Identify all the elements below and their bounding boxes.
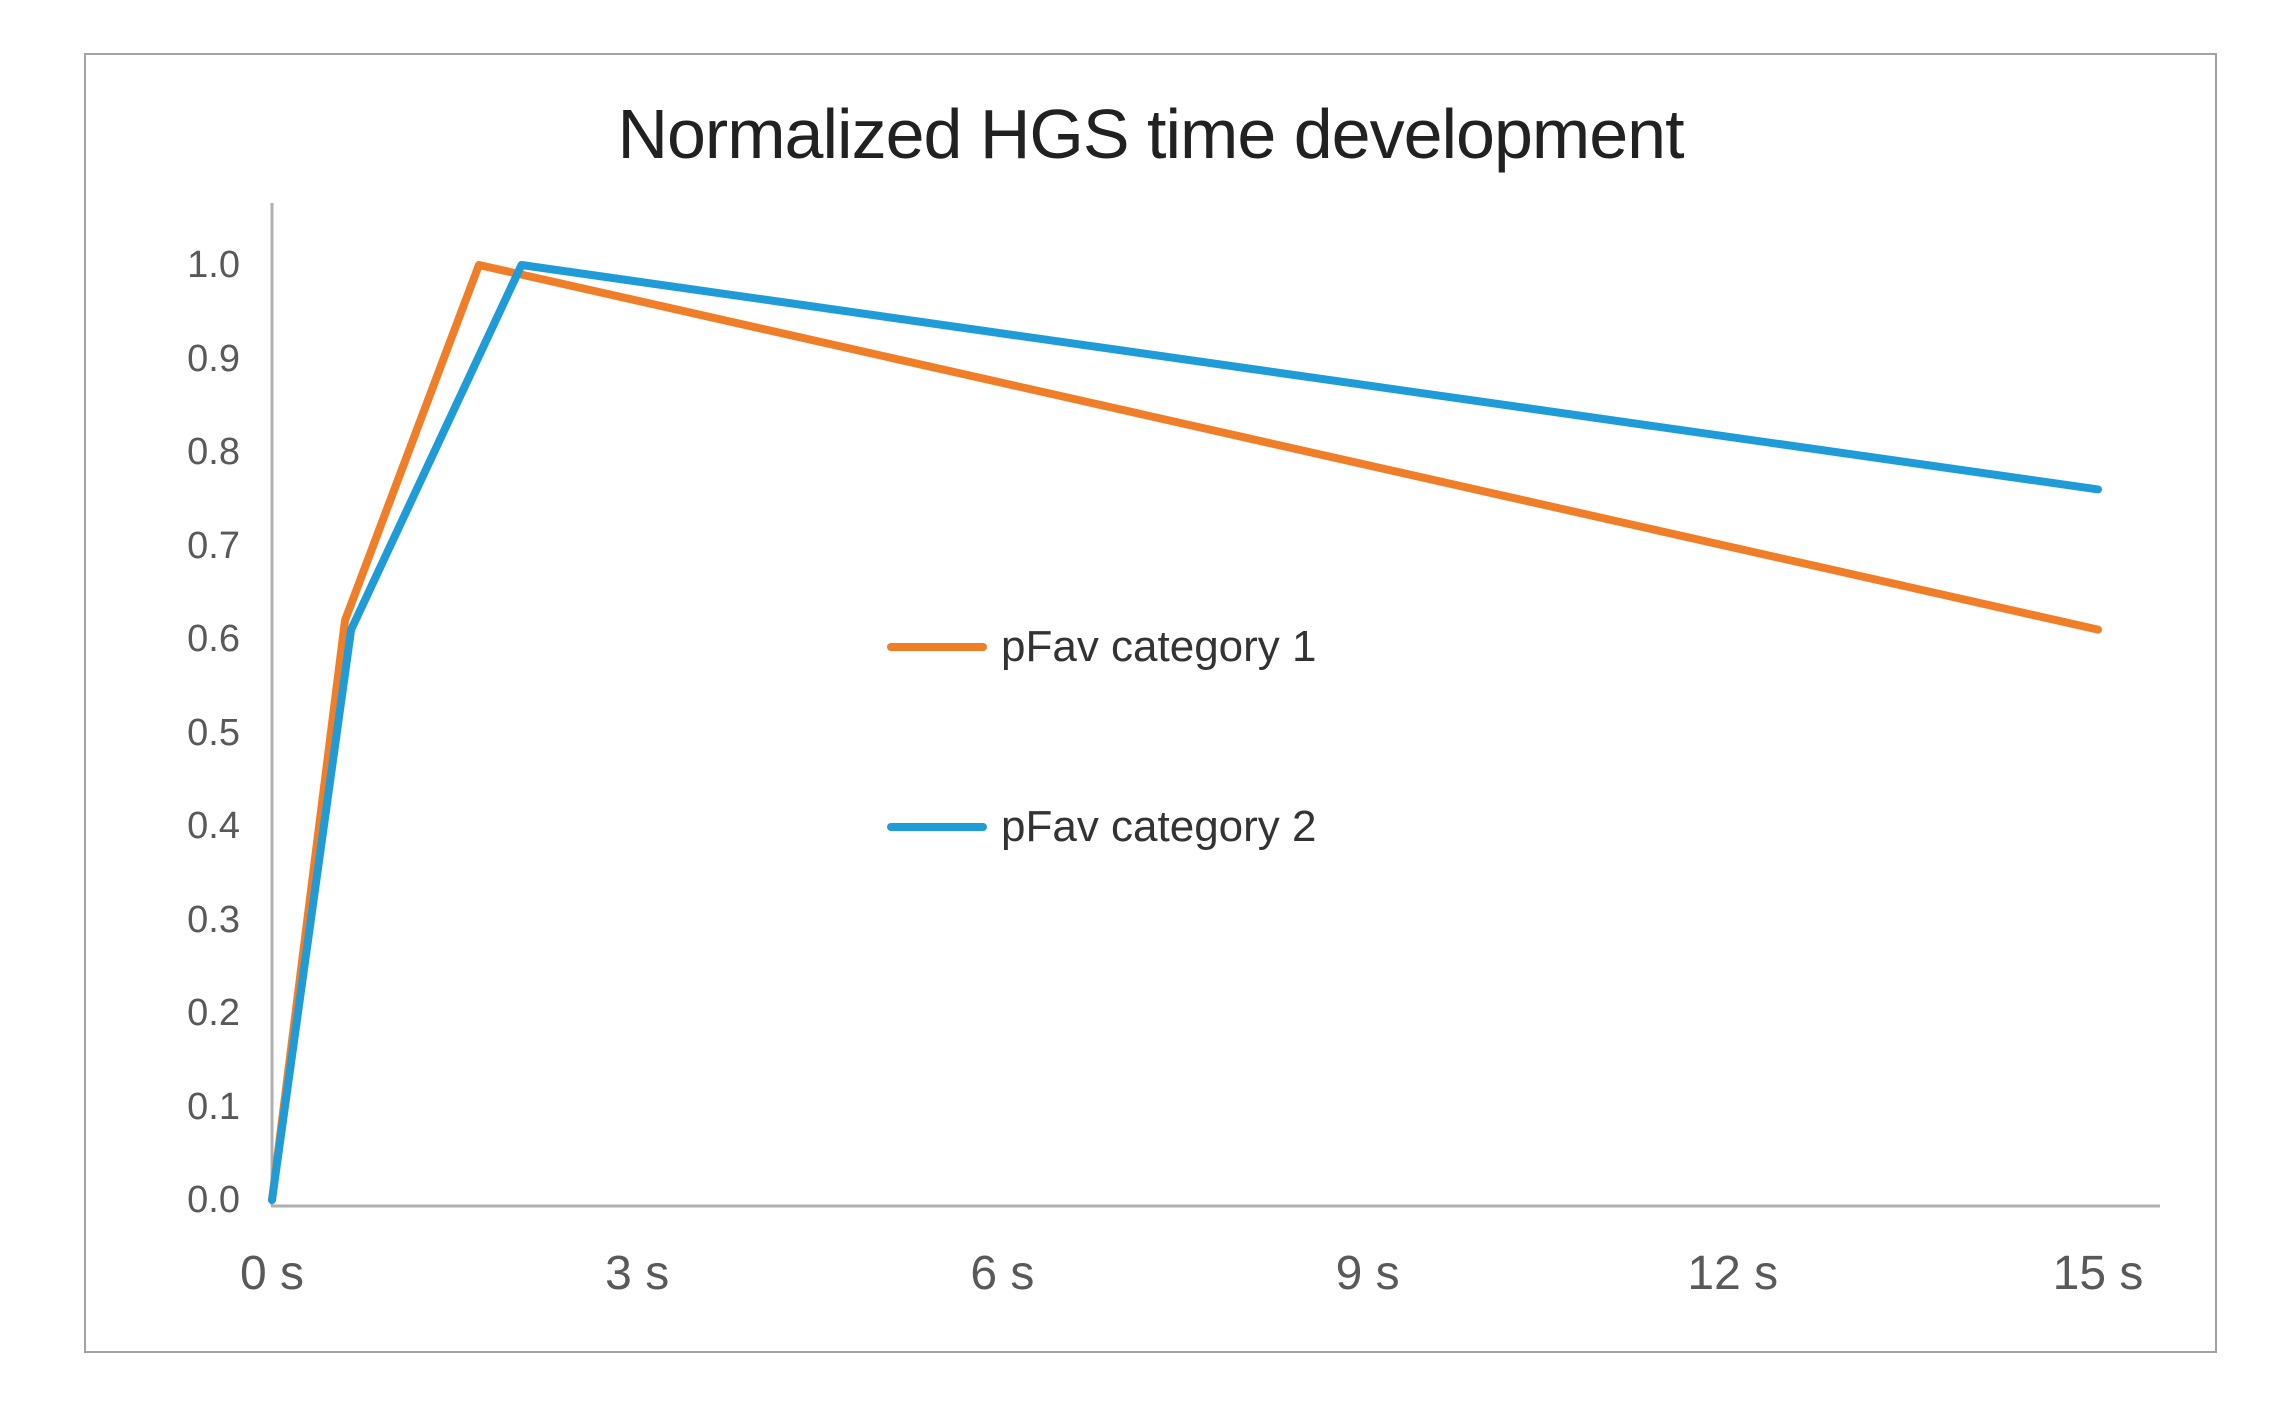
y-tick-label: 0.5 — [187, 711, 240, 754]
x-tick-label: 3 s — [605, 1247, 670, 1300]
legend-item: pFav category 2 — [887, 797, 1317, 857]
y-tick-label: 0.8 — [187, 431, 240, 473]
y-tick-label: 1.0 — [187, 244, 240, 286]
y-tick-label: 0.1 — [187, 1085, 240, 1128]
x-tick-label: 6 s — [970, 1247, 1035, 1300]
series-line-2 — [268, 261, 2102, 1204]
legend-line-swatch — [887, 823, 987, 831]
series-line-1 — [268, 261, 2102, 1204]
x-tick-label: 0 s — [239, 1247, 305, 1300]
y-tick-label: 0.2 — [187, 992, 240, 1034]
y-tick-label: 0.0 — [187, 1179, 240, 1221]
x-tick-label: 12 s — [1687, 1247, 1779, 1300]
x-tick-label: 9 s — [1335, 1247, 1400, 1300]
y-tick-label: 0.4 — [187, 805, 240, 847]
legend-label: pFav category 2 — [1001, 802, 1317, 851]
y-tick-label: 0.6 — [187, 618, 240, 660]
chart-title: Normalized HGS time development — [617, 95, 1684, 173]
x-tick-label: 15 s — [2052, 1247, 2144, 1300]
chart-frame — [84, 53, 2217, 1353]
legend-line-swatch — [887, 643, 987, 651]
legend-label: pFav category 1 — [1001, 622, 1317, 671]
y-tick-label: 0.9 — [187, 337, 240, 380]
y-tick-label: 0.3 — [187, 898, 240, 941]
y-tick-label: 0.7 — [187, 524, 240, 567]
legend-item: pFav category 1 — [887, 617, 1317, 677]
